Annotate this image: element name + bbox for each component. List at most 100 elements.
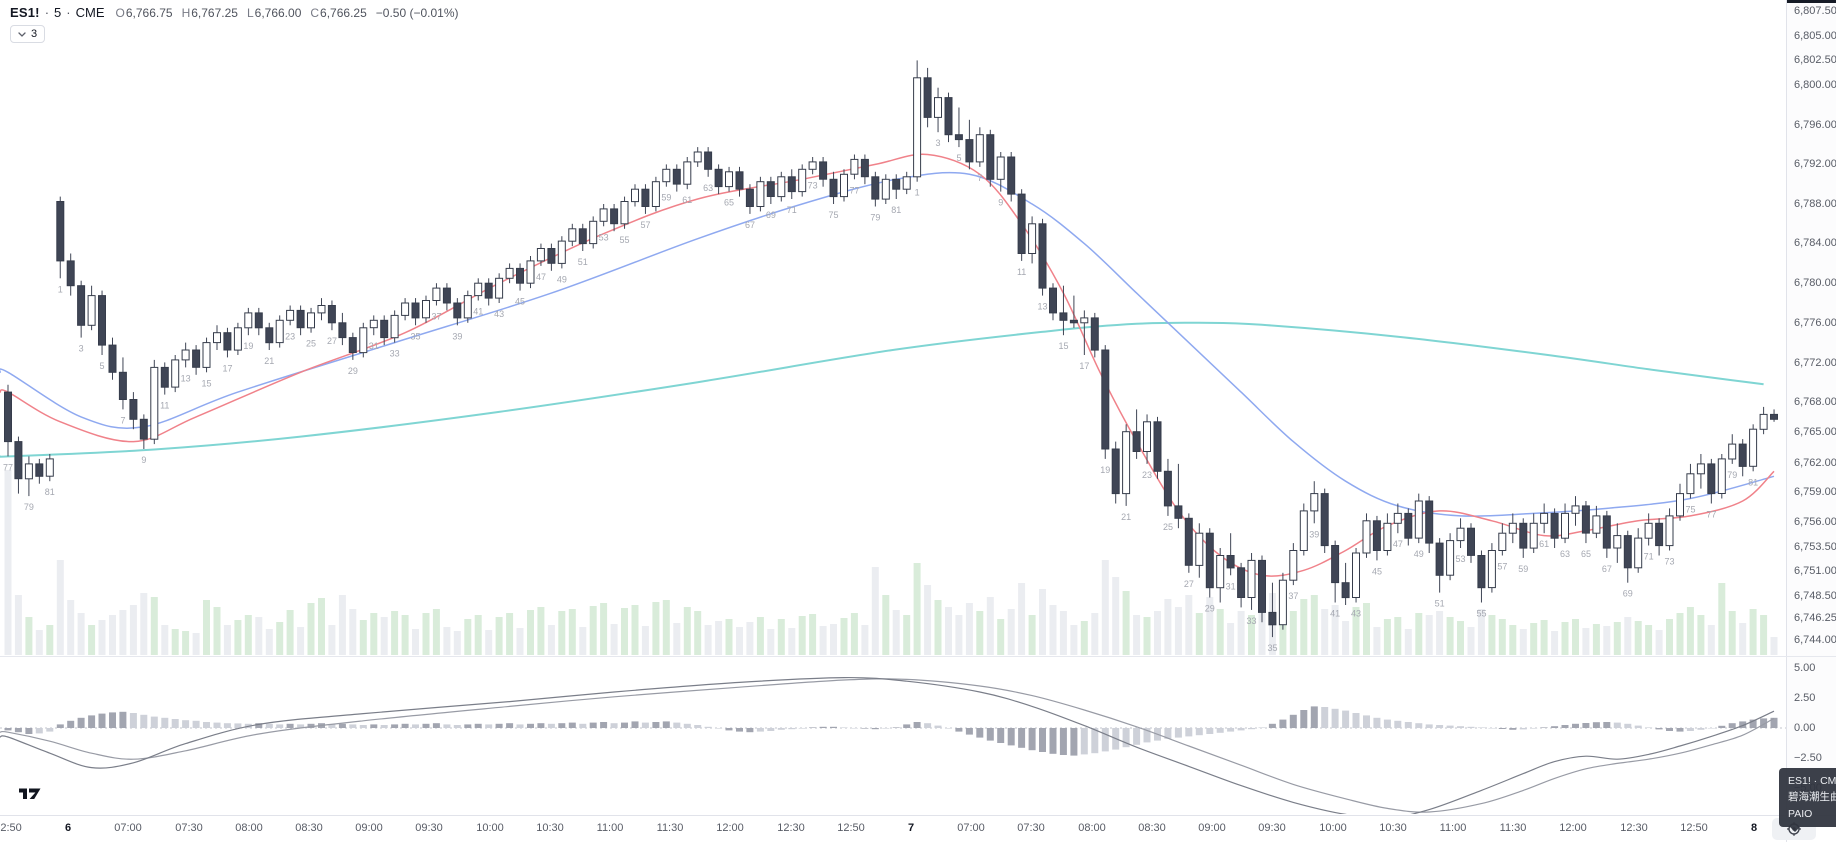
price-axis-label: 6,792.00 [1794,158,1836,170]
svg-text:15: 15 [202,378,212,388]
svg-text:67: 67 [745,220,755,230]
price-axis-label: 6,751.00 [1794,565,1836,577]
svg-text:13: 13 [1038,302,1048,312]
time-axis-label: 10:30 [536,822,564,834]
svg-text:77: 77 [3,462,13,472]
svg-text:49: 49 [1414,549,1424,559]
price-axis-label: 6,776.00 [1794,317,1836,329]
tooltip-line-symbol: ES1! · CME, 5 [1788,775,1836,787]
svg-text:55: 55 [620,235,630,245]
time-axis[interactable]: 12:50 6 07:00 07:30 08:00 08:30 09:00 09:30 10:0… [0,816,1836,842]
svg-text:51: 51 [1435,599,1445,609]
svg-text:17: 17 [1079,361,1089,371]
high-value: H6,767.25 [181,6,238,20]
chart-panes[interactable]: 77 79 81 1 3 5 7 9 11 13 15 17 19 21 23 25 27 29 31 33 35 37 3… [0,0,1786,815]
svg-text:69: 69 [1623,589,1633,599]
price-axis-label: 6,800.00 [1794,79,1836,91]
time-axis-label: 12:30 [777,822,805,834]
symbol-exchange: CME [75,5,105,20]
time-axis-label: 12:30 [1620,822,1648,834]
svg-text:71: 71 [1644,552,1654,562]
svg-text:79: 79 [870,213,880,223]
price-axis-label: 6,772.00 [1794,357,1836,369]
time-axis-label: 11:00 [1439,822,1467,834]
axis-top-cap [1786,0,1836,3]
svg-text:25: 25 [1163,522,1173,532]
svg-text:17: 17 [222,363,232,373]
svg-text:31: 31 [1226,581,1236,591]
svg-text:35: 35 [411,331,421,341]
svg-text:45: 45 [515,297,525,307]
svg-text:71: 71 [787,205,797,215]
svg-text:57: 57 [1497,562,1507,572]
ohlc-values: O6,766.75 H6,767.25 L6,766.00 C6,766.25 … [116,6,459,20]
svg-text:53: 53 [1456,554,1466,564]
svg-text:41: 41 [473,307,483,317]
svg-text:29: 29 [348,366,358,376]
time-axis-label: 12:50 [1680,822,1708,834]
svg-text:49: 49 [557,274,567,284]
time-axis-label: 09:00 [1198,822,1226,834]
svg-text:81: 81 [45,487,55,497]
price-axis-label: 6,744.00 [1794,634,1836,646]
svg-text:27: 27 [327,336,337,346]
svg-text:23: 23 [285,331,295,341]
time-axis-label: 12:50 [837,822,865,834]
svg-text:55: 55 [1476,609,1486,619]
svg-text:41: 41 [1330,609,1340,619]
tooltip-line-indicator: 碧海潮生曲-20 [1788,791,1836,804]
time-axis-label: 8 [1750,822,1758,834]
svg-text:25: 25 [306,339,316,349]
svg-text:31: 31 [369,341,379,351]
svg-text:45: 45 [1372,566,1382,576]
time-axis-label: 07:30 [1017,822,1045,834]
pane-divider[interactable] [0,656,1836,657]
tooltip-line-indicator2: PAIO [1788,807,1813,820]
svg-text:81: 81 [891,205,901,215]
indicator-count: 3 [31,28,38,40]
time-axis-label: 07:00 [114,822,142,834]
indicator-tooltip: ES1! · CME, 5 碧海潮生曲-20 PAIO [1779,768,1836,832]
svg-text:1: 1 [915,188,920,198]
svg-text:33: 33 [1247,616,1257,626]
low-value: L6,766.00 [246,6,302,20]
price-axis-label: 6,784.00 [1794,237,1836,249]
symbol-interval[interactable]: 5 [54,5,62,20]
svg-text:79: 79 [1727,470,1737,480]
svg-text:39: 39 [452,331,462,341]
time-axis-label: 08:00 [235,822,263,834]
svg-text:5: 5 [100,361,105,371]
price-axis-label: 6,805.00 [1794,30,1836,42]
svg-text:3: 3 [79,344,84,354]
price-axis-label: 6,802.50 [1794,54,1836,66]
price-axis-label: 2.50 [1794,692,1816,704]
svg-text:21: 21 [264,356,274,366]
close-value: C6,766.25 [310,6,367,20]
legend-collapse-button[interactable]: 3 [10,25,46,43]
price-axis-label: 6,746.25 [1794,612,1836,624]
legend-separator: · [66,5,71,20]
time-axis-label: 10:30 [1379,822,1407,834]
tradingview-logo[interactable] [18,786,42,805]
time-axis-label: 7 [907,822,915,834]
svg-text:63: 63 [703,183,713,193]
symbol-name[interactable]: ES1! [10,5,40,20]
svg-text:39: 39 [1309,529,1319,539]
svg-text:27: 27 [1184,579,1194,589]
time-axis-label: 09:30 [415,822,443,834]
svg-text:35: 35 [1267,643,1277,653]
svg-text:75: 75 [1685,505,1695,515]
svg-text:33: 33 [390,349,400,359]
svg-text:7: 7 [977,173,982,183]
svg-text:73: 73 [1665,557,1675,567]
svg-text:1: 1 [58,284,63,294]
svg-text:53: 53 [599,232,609,242]
svg-text:75: 75 [829,210,839,220]
svg-text:81: 81 [1748,477,1758,487]
time-axis-label: 08:30 [295,822,323,834]
svg-text:9: 9 [141,455,146,465]
price-axis[interactable]: 6,807.50 6,805.00 6,802.50 6,800.00 6,796.00… [1787,0,1836,815]
svg-text:15: 15 [1058,341,1068,351]
